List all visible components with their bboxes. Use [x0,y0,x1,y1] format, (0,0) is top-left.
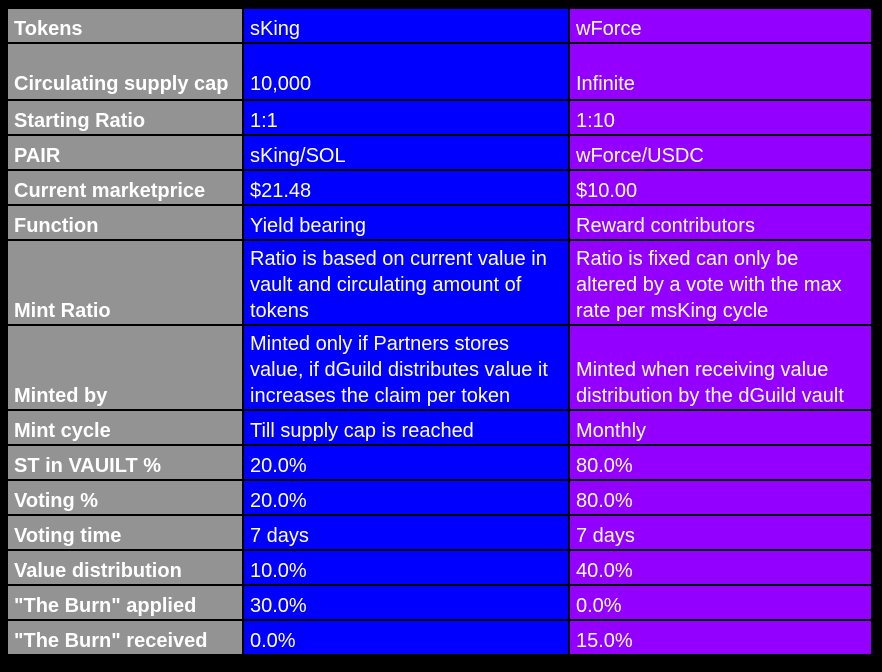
table-row-value-distribution: Value distribution 10.0% 40.0% [8,551,871,584]
table-row-tokens: Tokens sKing wForce [8,9,871,42]
wforce-value: Monthly [570,411,871,444]
row-label: "The Burn" received [8,621,242,654]
table-row-burn-received: "The Burn" received 0.0% 15.0% [8,621,871,654]
row-label: Starting Ratio [8,101,242,134]
wforce-value: Reward contributors [570,206,871,239]
sking-value: Till supply cap is reached [244,411,568,444]
sking-value: 10.0% [244,551,568,584]
table-row-pair: PAIR sKing/SOL wForce/USDC [8,136,871,169]
wforce-value: 0.0% [570,586,871,619]
sking-value: Ratio is based on current value in vault… [244,241,568,324]
wforce-value: wForce [570,9,871,42]
table-row-starting-ratio: Starting Ratio 1:1 1:10 [8,101,871,134]
wforce-value: Minted when receiving value distribution… [570,326,871,409]
wforce-value: 1:10 [570,101,871,134]
row-label: Current marketprice [8,171,242,204]
table-row-minted-by: Minted by Minted only if Partners stores… [8,326,871,409]
row-label: Value distribution [8,551,242,584]
row-label: Minted by [8,326,242,409]
table-row-voting-percent: Voting % 20.0% 80.0% [8,481,871,514]
row-label: Mint cycle [8,411,242,444]
sking-value: Minted only if Partners stores value, if… [244,326,568,409]
row-label: Voting time [8,516,242,549]
wforce-value: 80.0% [570,481,871,514]
sking-value: $21.48 [244,171,568,204]
sking-value: 7 days [244,516,568,549]
wforce-value: Ratio is fixed can only be altered by a … [570,241,871,324]
row-label: Voting % [8,481,242,514]
sking-value: 1:1 [244,101,568,134]
sking-value: 20.0% [244,481,568,514]
wforce-value: Infinite [570,44,871,99]
table-row-burn-applied: "The Burn" applied 30.0% 0.0% [8,586,871,619]
sking-value: 30.0% [244,586,568,619]
row-label: ST in VAUILT % [8,446,242,479]
table-row-current-marketprice: Current marketprice $21.48 $10.00 [8,171,871,204]
table-row-voting-time: Voting time 7 days 7 days [8,516,871,549]
row-label: PAIR [8,136,242,169]
wforce-value: 15.0% [570,621,871,654]
table-row-function: Function Yield bearing Reward contributo… [8,206,871,239]
row-label: "The Burn" applied [8,586,242,619]
sking-value: sKing/SOL [244,136,568,169]
wforce-value: $10.00 [570,171,871,204]
sking-value: 0.0% [244,621,568,654]
sking-value: sKing [244,9,568,42]
sking-value: 20.0% [244,446,568,479]
wforce-value: 40.0% [570,551,871,584]
sking-value: 10,000 [244,44,568,99]
row-label: Mint Ratio [8,241,242,324]
table-row-mint-ratio: Mint Ratio Ratio is based on current val… [8,241,871,324]
wforce-value: 80.0% [570,446,871,479]
table-row-circulating-supply-cap: Circulating supply cap 10,000 Infinite [8,44,871,99]
table-row-mint-cycle: Mint cycle Till supply cap is reached Mo… [8,411,871,444]
row-label: Function [8,206,242,239]
wforce-value: wForce/USDC [570,136,871,169]
token-comparison-table: Tokens sKing wForce Circulating supply c… [6,7,873,656]
table-row-st-in-vault: ST in VAUILT % 20.0% 80.0% [8,446,871,479]
row-label: Tokens [8,9,242,42]
sking-value: Yield bearing [244,206,568,239]
wforce-value: 7 days [570,516,871,549]
row-label: Circulating supply cap [8,44,242,99]
